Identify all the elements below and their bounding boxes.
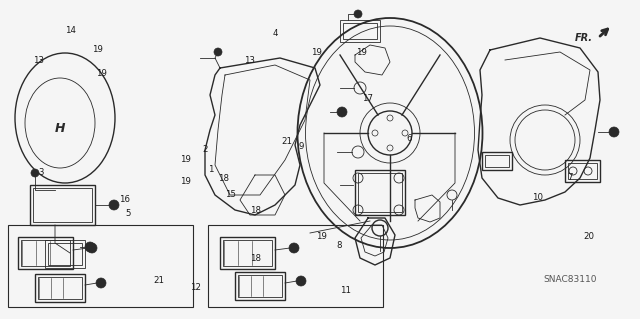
Text: 8: 8 (337, 241, 342, 250)
Bar (8, 225, 193, 307)
Text: 19: 19 (356, 48, 367, 57)
Circle shape (337, 107, 347, 117)
Text: 15: 15 (225, 190, 236, 199)
Text: 20: 20 (583, 232, 595, 241)
Text: 14: 14 (65, 26, 76, 35)
Bar (482, 152, 512, 170)
Bar (35, 274, 85, 302)
Text: 13: 13 (244, 56, 255, 65)
Text: 4: 4 (273, 29, 278, 38)
Text: 19: 19 (180, 155, 191, 164)
Bar (223, 240, 272, 266)
Bar (485, 155, 509, 167)
Text: 3: 3 (39, 168, 44, 177)
Bar (21, 240, 70, 266)
Text: 19: 19 (312, 48, 322, 57)
Text: 21: 21 (153, 276, 164, 285)
Circle shape (296, 276, 306, 286)
Bar (355, 170, 405, 215)
Text: 1: 1 (209, 165, 214, 174)
Circle shape (87, 243, 97, 253)
Bar (238, 275, 282, 297)
Bar (568, 163, 597, 179)
Bar (48, 243, 82, 265)
Bar (340, 20, 380, 42)
Text: 10: 10 (532, 193, 543, 202)
Text: 19: 19 (96, 69, 106, 78)
Circle shape (354, 10, 362, 18)
Text: 9: 9 (298, 142, 303, 151)
Circle shape (609, 127, 619, 137)
Text: 13: 13 (33, 56, 44, 65)
Text: SNAC83110: SNAC83110 (543, 276, 596, 285)
Bar (30, 185, 95, 225)
Bar (220, 237, 275, 269)
Text: 19: 19 (92, 45, 102, 54)
Text: 18: 18 (218, 174, 230, 183)
Circle shape (109, 200, 119, 210)
Text: 18: 18 (250, 206, 262, 215)
Text: H: H (55, 122, 65, 135)
Bar (38, 277, 82, 299)
Text: 16: 16 (119, 195, 131, 204)
Bar (33, 188, 92, 222)
Circle shape (214, 48, 222, 56)
Text: 5: 5 (125, 209, 131, 218)
Text: 2: 2 (202, 145, 207, 154)
Bar (18, 237, 73, 269)
Text: 6: 6 (407, 134, 412, 143)
Text: 7: 7 (567, 173, 572, 182)
Circle shape (31, 169, 39, 177)
Bar (45, 240, 85, 268)
Text: 11: 11 (340, 286, 351, 295)
Text: 18: 18 (250, 254, 262, 263)
Bar (343, 23, 377, 39)
Text: 17: 17 (362, 94, 374, 103)
Circle shape (85, 242, 95, 252)
Text: FR.: FR. (575, 33, 593, 43)
Text: 12: 12 (189, 283, 201, 292)
Bar (208, 225, 383, 307)
Text: 19: 19 (317, 232, 327, 241)
Circle shape (289, 243, 299, 253)
Bar (235, 272, 285, 300)
Bar (358, 173, 402, 212)
Bar (565, 160, 600, 182)
Circle shape (96, 278, 106, 288)
Text: 21: 21 (281, 137, 292, 146)
Text: 19: 19 (180, 177, 191, 186)
